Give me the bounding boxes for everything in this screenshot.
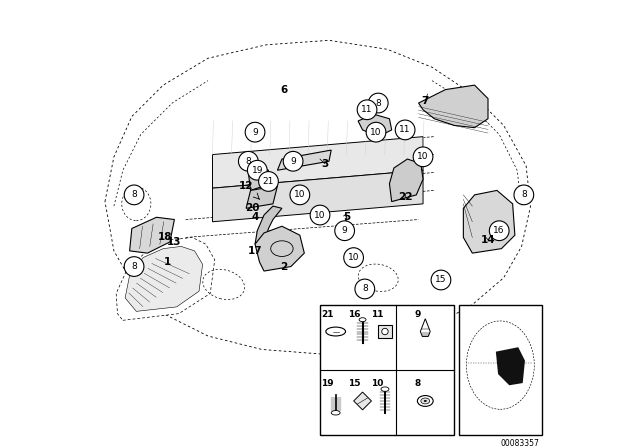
Polygon shape xyxy=(116,237,214,320)
Ellipse shape xyxy=(424,400,427,402)
Text: 7: 7 xyxy=(422,96,429,106)
Circle shape xyxy=(344,248,364,267)
Text: 5: 5 xyxy=(343,212,351,222)
Circle shape xyxy=(248,160,267,180)
Text: 13: 13 xyxy=(167,237,182,247)
Text: 19: 19 xyxy=(321,379,334,388)
Polygon shape xyxy=(496,347,525,385)
Text: 9: 9 xyxy=(291,157,296,166)
Circle shape xyxy=(335,221,355,241)
Text: 21: 21 xyxy=(321,310,334,319)
Text: 4: 4 xyxy=(252,212,259,222)
Text: 15: 15 xyxy=(348,379,361,388)
Ellipse shape xyxy=(381,387,389,392)
Text: 20: 20 xyxy=(246,203,260,213)
Text: 8: 8 xyxy=(521,190,527,199)
Text: 16: 16 xyxy=(493,226,505,235)
Text: 22: 22 xyxy=(398,192,412,202)
Text: 9: 9 xyxy=(252,128,258,137)
Polygon shape xyxy=(420,319,430,336)
Polygon shape xyxy=(125,246,203,311)
Circle shape xyxy=(366,122,386,142)
Text: 14: 14 xyxy=(481,235,495,245)
Text: 18: 18 xyxy=(158,233,173,242)
Circle shape xyxy=(431,270,451,290)
Text: 11: 11 xyxy=(371,310,383,319)
Polygon shape xyxy=(389,159,423,202)
Polygon shape xyxy=(248,166,269,190)
Text: 8: 8 xyxy=(414,379,420,388)
Text: 16: 16 xyxy=(348,310,361,319)
Polygon shape xyxy=(354,392,371,410)
Text: 10: 10 xyxy=(294,190,305,199)
Polygon shape xyxy=(129,217,174,253)
Text: 00083357: 00083357 xyxy=(500,439,540,448)
Text: 1: 1 xyxy=(164,257,172,267)
Polygon shape xyxy=(463,190,515,253)
Polygon shape xyxy=(255,206,282,244)
Text: 8: 8 xyxy=(362,284,367,293)
Text: 21: 21 xyxy=(263,177,274,186)
Text: 10: 10 xyxy=(371,379,383,388)
Ellipse shape xyxy=(417,396,433,406)
Circle shape xyxy=(514,185,534,205)
Circle shape xyxy=(369,93,388,113)
Ellipse shape xyxy=(326,327,346,336)
Text: 10: 10 xyxy=(417,152,429,161)
Text: 17: 17 xyxy=(248,246,262,256)
Ellipse shape xyxy=(332,410,340,415)
Circle shape xyxy=(396,120,415,140)
Bar xyxy=(459,305,541,435)
Bar xyxy=(320,305,454,435)
Circle shape xyxy=(310,205,330,225)
Polygon shape xyxy=(255,226,305,271)
Text: 11: 11 xyxy=(362,105,372,114)
Circle shape xyxy=(413,147,433,167)
Text: 15: 15 xyxy=(435,276,447,284)
Bar xyxy=(378,325,392,338)
Text: 10: 10 xyxy=(371,128,381,137)
Text: 10: 10 xyxy=(314,211,326,220)
Text: 3: 3 xyxy=(321,159,328,168)
Polygon shape xyxy=(419,85,488,128)
Circle shape xyxy=(124,185,144,205)
Text: 10: 10 xyxy=(348,253,359,262)
Polygon shape xyxy=(212,137,423,188)
Circle shape xyxy=(490,221,509,241)
Circle shape xyxy=(124,257,144,276)
Text: 19: 19 xyxy=(252,166,263,175)
Text: 8: 8 xyxy=(131,262,137,271)
Circle shape xyxy=(245,122,265,142)
Text: 12: 12 xyxy=(239,181,253,191)
Ellipse shape xyxy=(381,328,388,335)
Circle shape xyxy=(355,279,374,299)
Polygon shape xyxy=(212,170,423,222)
Polygon shape xyxy=(358,114,392,137)
Circle shape xyxy=(357,100,377,120)
Text: 9: 9 xyxy=(414,310,420,319)
Polygon shape xyxy=(246,186,277,208)
Circle shape xyxy=(284,151,303,171)
Ellipse shape xyxy=(421,398,429,404)
Ellipse shape xyxy=(359,318,366,322)
Text: 2: 2 xyxy=(280,262,288,271)
Polygon shape xyxy=(277,150,332,170)
Circle shape xyxy=(239,151,258,171)
Text: 8: 8 xyxy=(246,157,251,166)
Text: 6: 6 xyxy=(280,85,288,95)
Circle shape xyxy=(290,185,310,205)
Circle shape xyxy=(259,172,278,191)
Text: 8: 8 xyxy=(376,99,381,108)
Text: 11: 11 xyxy=(399,125,411,134)
Text: 9: 9 xyxy=(342,226,348,235)
Text: 8: 8 xyxy=(131,190,137,199)
